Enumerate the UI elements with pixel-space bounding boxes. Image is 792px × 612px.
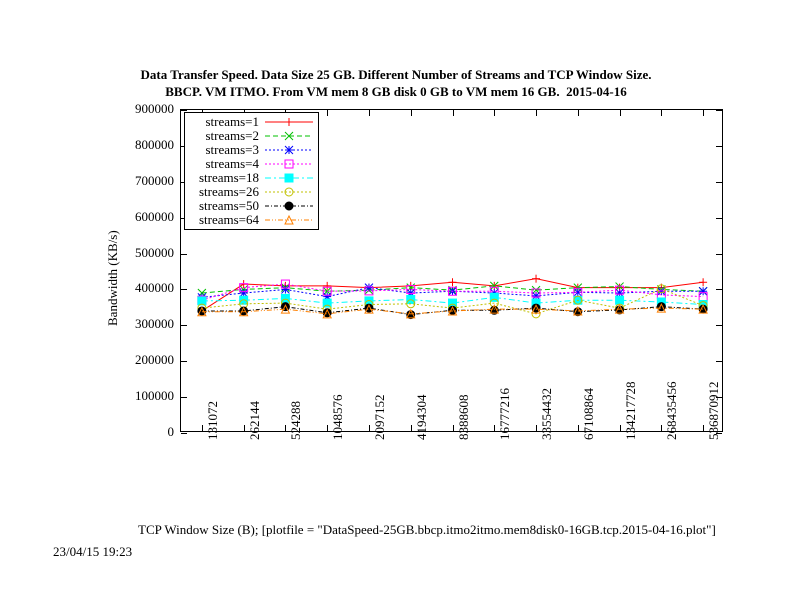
- x-tick-label: 524288: [288, 401, 304, 440]
- chart-legend: streams=1streams=2streams=3streams=4stre…: [184, 112, 319, 230]
- series-marker: [699, 278, 707, 286]
- series-marker: [699, 305, 707, 313]
- x-tick-label: 2097152: [372, 395, 388, 441]
- x-tick-label: 16777216: [497, 388, 513, 440]
- legend-row: streams=50: [189, 199, 314, 213]
- series-marker: [616, 296, 624, 304]
- legend-swatch: [265, 185, 313, 199]
- legend-row: streams=4: [189, 157, 314, 171]
- legend-swatch: [265, 143, 313, 157]
- legend-row: streams=18: [189, 171, 314, 185]
- x-tick-label: 268435456: [664, 382, 680, 441]
- legend-swatch: [265, 129, 313, 143]
- legend-label: streams=3: [189, 143, 259, 157]
- y-tick-label: 900000: [104, 101, 174, 117]
- legend-swatch: [265, 213, 313, 227]
- legend-swatch: [265, 199, 313, 213]
- series-marker: [449, 278, 457, 286]
- y-tick-label: 0: [104, 424, 174, 440]
- series-marker: [699, 287, 707, 295]
- y-tick-label: 400000: [104, 280, 174, 296]
- legend-row: streams=26: [189, 185, 314, 199]
- legend-row: streams=2: [189, 129, 314, 143]
- series-marker: [281, 294, 289, 302]
- y-tick-label: 500000: [104, 245, 174, 261]
- legend-swatch: [265, 115, 313, 129]
- footer-timestamp: 23/04/15 19:23: [53, 544, 132, 560]
- legend-row: streams=1: [189, 115, 314, 129]
- y-tick-label: 100000: [104, 388, 174, 404]
- x-tick-label: 8388608: [456, 395, 472, 441]
- chart-title-line1: Data Transfer Speed. Data Size 25 GB. Di…: [0, 67, 792, 83]
- x-tick-label: 134217728: [623, 382, 639, 441]
- x-tick-label: 4194304: [414, 395, 430, 441]
- legend-label: streams=1: [189, 115, 259, 129]
- chart-title-line2: BBCP. VM ITMO. From VM mem 8 GB disk 0 G…: [0, 84, 792, 100]
- y-tick-label: 300000: [104, 316, 174, 332]
- legend-label: streams=26: [189, 185, 259, 199]
- x-tick-label: 33554432: [539, 388, 555, 440]
- series-marker: [532, 275, 540, 283]
- y-tick-label: 700000: [104, 173, 174, 189]
- y-tick-label: 200000: [104, 352, 174, 368]
- y-tick-label: 600000: [104, 209, 174, 225]
- x-axis-label: TCP Window Size (B); [plotfile = "DataSp…: [138, 522, 716, 538]
- x-tick-label: 131072: [205, 401, 221, 440]
- legend-swatch: [265, 171, 313, 185]
- page-root: Data Transfer Speed. Data Size 25 GB. Di…: [0, 0, 792, 612]
- series-marker: [281, 285, 289, 293]
- legend-swatch: [265, 157, 313, 171]
- legend-label: streams=4: [189, 157, 259, 171]
- x-tick-label: 1048576: [330, 395, 346, 441]
- legend-row: streams=3: [189, 143, 314, 157]
- y-tick-label: 800000: [104, 137, 174, 153]
- legend-label: streams=18: [189, 171, 259, 185]
- legend-row: streams=64: [189, 213, 314, 227]
- x-tick-label: 67108864: [581, 388, 597, 440]
- legend-label: streams=50: [189, 199, 259, 213]
- legend-label: streams=2: [189, 129, 259, 143]
- x-tick-label: 536870912: [706, 382, 722, 441]
- x-tick-label: 262144: [247, 401, 263, 440]
- legend-label: streams=64: [189, 213, 259, 227]
